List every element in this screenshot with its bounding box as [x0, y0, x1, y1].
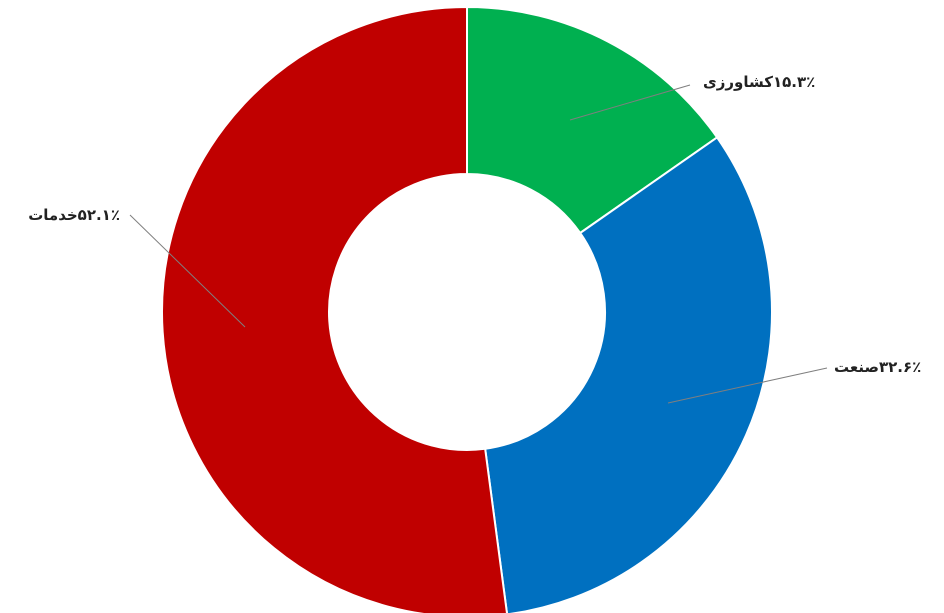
category-label: کشاورزی — [703, 73, 773, 91]
data-label: ۱۵.۳٪کشاورزی — [703, 73, 815, 91]
data-label: ۵۲.۱٪خدمات — [28, 206, 120, 224]
leader-line — [129, 214, 246, 328]
value-label: ۳۲.۶٪ — [879, 358, 921, 376]
data-label: ۳۲.۶٪صنعت — [834, 358, 921, 376]
value-label: ۱۵.۳٪ — [773, 73, 815, 91]
slice — [466, 5, 719, 235]
category-label: صنعت — [834, 358, 879, 376]
leader-line — [667, 367, 828, 404]
value-label: ۵۲.۱٪ — [78, 206, 120, 224]
slice — [484, 136, 773, 613]
category-label: خدمات — [28, 206, 77, 224]
leader-line — [569, 84, 691, 121]
slice — [161, 5, 508, 613]
